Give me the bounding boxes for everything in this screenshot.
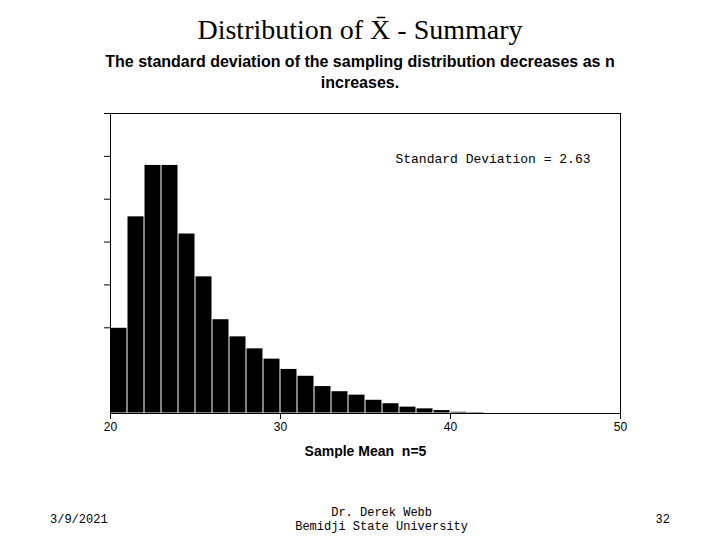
html-text:The standard deviation of the: The standard deviation of the sampling d…: [105, 53, 615, 91]
svg-text:Standard Deviation = 2.63: Standard Deviation = 2.63: [395, 151, 590, 166]
svg-text:40: 40: [444, 420, 458, 434]
html-text:3/9/2021: 3/9/2021: [50, 513, 108, 527]
html-text:Bemidji State University: Bemidji State University: [295, 520, 468, 534]
html-text:32: 32: [655, 513, 670, 527]
html-text:Dr. Derek Webb: Dr. Derek Webb: [331, 506, 432, 520]
html-text:Distribution of X̄ - Summary: Distribution of X̄ - Summary: [197, 14, 523, 45]
svg-text:20: 20: [104, 420, 118, 434]
svg-text:30: 30: [274, 420, 288, 434]
svg-text:50: 50: [614, 420, 628, 434]
svg-text:Sample Mean n=5: Sample Mean n=5: [305, 442, 427, 458]
